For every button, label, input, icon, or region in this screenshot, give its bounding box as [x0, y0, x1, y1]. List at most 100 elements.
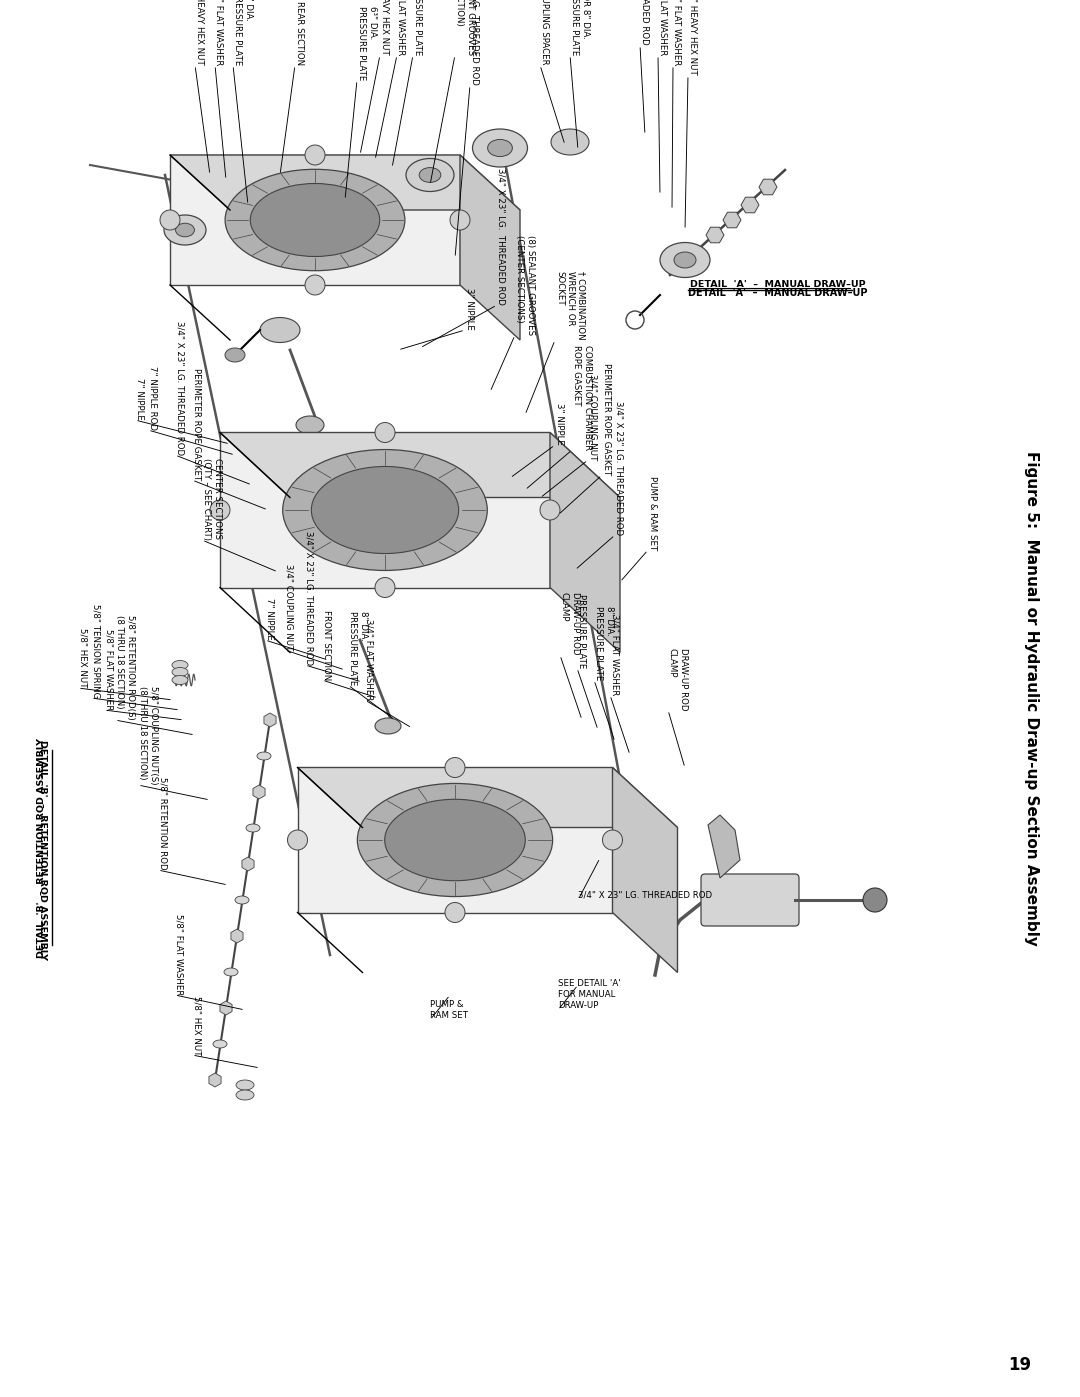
Text: 19: 19	[1009, 1356, 1031, 1375]
Text: 3" NIPPLE: 3" NIPPLE	[555, 404, 564, 446]
Text: 3/4" FLAT WASHER: 3/4" FLAT WASHER	[215, 0, 224, 66]
Ellipse shape	[225, 169, 405, 271]
Ellipse shape	[406, 158, 454, 191]
Text: 5/8" TENSION SPRING: 5/8" TENSION SPRING	[91, 604, 100, 698]
Circle shape	[375, 422, 395, 443]
Text: 8" DIA.
PRESSURE PLATE: 8" DIA. PRESSURE PLATE	[348, 610, 368, 685]
Ellipse shape	[172, 661, 188, 669]
Text: DETAIL  'B'  –  RETENTION ROD ASSEMBLY: DETAIL 'B' – RETENTION ROD ASSEMBLY	[38, 738, 46, 958]
Ellipse shape	[674, 251, 696, 268]
Ellipse shape	[384, 799, 525, 880]
Ellipse shape	[246, 824, 260, 833]
Circle shape	[863, 888, 887, 912]
Ellipse shape	[283, 450, 487, 570]
Ellipse shape	[660, 243, 710, 278]
Text: DRAW-UP ROD
CLAMP: DRAW-UP ROD CLAMP	[669, 647, 688, 710]
Text: 6" DIA.
PRESSURE PLATE: 6" DIA. PRESSURE PLATE	[233, 0, 253, 66]
Text: 5/8" FLAT WASHER: 5/8" FLAT WASHER	[175, 914, 184, 995]
Text: 3/4" COUPLING NUT: 3/4" COUPLING NUT	[285, 563, 294, 650]
Circle shape	[540, 500, 561, 520]
Text: 3" NIPPLE: 3" NIPPLE	[465, 288, 474, 330]
Text: DETAIL  'A'  –  MANUAL DRAW–UP: DETAIL 'A' – MANUAL DRAW–UP	[690, 279, 866, 289]
Text: SEE DETAIL 'A'
FOR MANUAL
DRAW-UP: SEE DETAIL 'A' FOR MANUAL DRAW-UP	[558, 979, 621, 1010]
Text: 6³" DIA.
PRESSURE PLATE: 6³" DIA. PRESSURE PLATE	[357, 6, 377, 80]
Text: (8) SEALANT GROOVES
(CENTER SECTIONS): (8) SEALANT GROOVES (CENTER SECTIONS)	[515, 235, 535, 335]
Text: 3/4" COUPLING NUT: 3/4" COUPLING NUT	[588, 373, 597, 460]
Circle shape	[450, 210, 470, 231]
Polygon shape	[612, 767, 677, 972]
Polygon shape	[170, 155, 519, 210]
Text: PUMP & RAM SET: PUMP & RAM SET	[648, 476, 657, 550]
Circle shape	[375, 577, 395, 598]
Text: 3/4" FLAT WASHER: 3/4" FLAT WASHER	[658, 0, 667, 54]
Text: 5/8" HEX NUT: 5/8" HEX NUT	[78, 629, 87, 687]
Ellipse shape	[237, 1080, 254, 1090]
Ellipse shape	[311, 467, 459, 553]
Polygon shape	[220, 433, 550, 588]
Text: DRAW-UP ROD
CLAMP: DRAW-UP ROD CLAMP	[561, 592, 580, 655]
Text: 3/4" X 23" LG. THREADED ROD: 3/4" X 23" LG. THREADED ROD	[175, 321, 184, 455]
Ellipse shape	[164, 215, 206, 244]
Text: PRESSURE PLATE: PRESSURE PLATE	[577, 594, 586, 668]
Text: 3/4" HEAVY HEX NUT: 3/4" HEAVY HEX NUT	[688, 0, 697, 75]
Circle shape	[160, 210, 180, 231]
Text: 3/4" THREADED ROD: 3/4" THREADED ROD	[640, 0, 649, 45]
Text: † COMBINATION
WRENCH OR
SOCKET: † COMBINATION WRENCH OR SOCKET	[555, 271, 586, 339]
Circle shape	[305, 275, 325, 295]
Polygon shape	[460, 155, 519, 339]
Polygon shape	[220, 433, 620, 497]
Ellipse shape	[224, 968, 238, 977]
Ellipse shape	[172, 668, 188, 676]
Text: 5/8" RETENTION ROD(S)
(8 THRU 18 SECTION): 5/8" RETENTION ROD(S) (8 THRU 18 SECTION…	[114, 615, 135, 719]
Ellipse shape	[213, 1039, 227, 1048]
Polygon shape	[297, 767, 612, 912]
Ellipse shape	[225, 348, 245, 362]
Text: PERIMETER ROPE GASKET: PERIMETER ROPE GASKET	[602, 363, 611, 475]
Ellipse shape	[551, 129, 589, 155]
Text: REAR SECTION: REAR SECTION	[295, 1, 303, 66]
Ellipse shape	[257, 752, 271, 760]
Text: 7" NIPPLE: 7" NIPPLE	[135, 379, 144, 420]
Text: 3/4" HEAVY HEX NUT: 3/4" HEAVY HEX NUT	[195, 0, 204, 66]
Ellipse shape	[357, 784, 553, 897]
Text: 3/4" X 23" LG.  THREADED ROD: 3/4" X 23" LG. THREADED ROD	[470, 0, 480, 85]
Text: Figure 5:  Manual or Hydraulic Draw-up Section Assembly: Figure 5: Manual or Hydraulic Draw-up Se…	[1024, 451, 1039, 946]
Text: 3/4" HEAVY HEX NUT: 3/4" HEAVY HEX NUT	[380, 0, 389, 54]
Text: 3/4" X 23" LG. THREADED ROD: 3/4" X 23" LG. THREADED ROD	[615, 401, 624, 535]
Polygon shape	[708, 814, 740, 877]
Ellipse shape	[235, 895, 249, 904]
Text: 3/4" X 23" LG. THREADED ROD: 3/4" X 23" LG. THREADED ROD	[578, 891, 712, 900]
Text: DETAIL  'A'  –  MANUAL DRAW–UP: DETAIL 'A' – MANUAL DRAW–UP	[688, 288, 867, 298]
Text: 3/4" FLAT WASHER: 3/4" FLAT WASHER	[610, 613, 619, 694]
Text: 3/4" FLAT WASHER: 3/4" FLAT WASHER	[397, 0, 406, 54]
Ellipse shape	[473, 129, 527, 168]
Text: 5/8" RETENTION ROD: 5/8" RETENTION ROD	[158, 777, 167, 870]
Circle shape	[210, 500, 230, 520]
Polygon shape	[550, 433, 620, 652]
Ellipse shape	[260, 317, 300, 342]
Text: 5/8" FLAT WASHER: 5/8" FLAT WASHER	[104, 629, 113, 710]
Text: 3/4" FLAT WASHER: 3/4" FLAT WASHER	[673, 0, 681, 66]
Ellipse shape	[172, 676, 188, 685]
Circle shape	[603, 830, 622, 849]
Circle shape	[305, 145, 325, 165]
Text: (4) SEALANT GROOVES
(REAR SECTION): (4) SEALANT GROOVES (REAR SECTION)	[455, 0, 475, 54]
Text: DETAIL  'B'  –  RETENTION ROD ASSEMBLY: DETAIL 'B' – RETENTION ROD ASSEMBLY	[38, 740, 48, 960]
Text: 3/4" FLAT WASHER: 3/4" FLAT WASHER	[365, 619, 374, 700]
Text: FRONT SECTION: FRONT SECTION	[322, 609, 330, 680]
Text: 5/8" COUPLING NUT(S)
(8 THRU 18 SECTION): 5/8" COUPLING NUT(S) (8 THRU 18 SECTION)	[138, 686, 158, 785]
Text: COMBUSTION CHAMBER
ROPE GASKET: COMBUSTION CHAMBER ROPE GASKET	[572, 345, 592, 450]
Ellipse shape	[237, 1090, 254, 1099]
Text: 6" OR 8" DIA.
PRESSURE PLATE: 6" OR 8" DIA. PRESSURE PLATE	[570, 0, 590, 54]
Text: 8" DIA.
PRESSURE PLATE: 8" DIA. PRESSURE PLATE	[594, 606, 615, 680]
Text: 3/4" X 23" LG. THREADED ROD: 3/4" X 23" LG. THREADED ROD	[305, 531, 314, 665]
Text: 5/8" HEX NUT: 5/8" HEX NUT	[192, 996, 201, 1055]
Text: 3/4" X 23" LG.  THREADED ROD: 3/4" X 23" LG. THREADED ROD	[497, 168, 507, 305]
Ellipse shape	[251, 183, 380, 257]
Ellipse shape	[488, 140, 512, 156]
Ellipse shape	[296, 416, 324, 434]
Circle shape	[287, 830, 308, 849]
Ellipse shape	[419, 168, 441, 183]
FancyBboxPatch shape	[701, 875, 799, 926]
Text: 3/4" COUPLING SPACER: 3/4" COUPLING SPACER	[540, 0, 549, 66]
